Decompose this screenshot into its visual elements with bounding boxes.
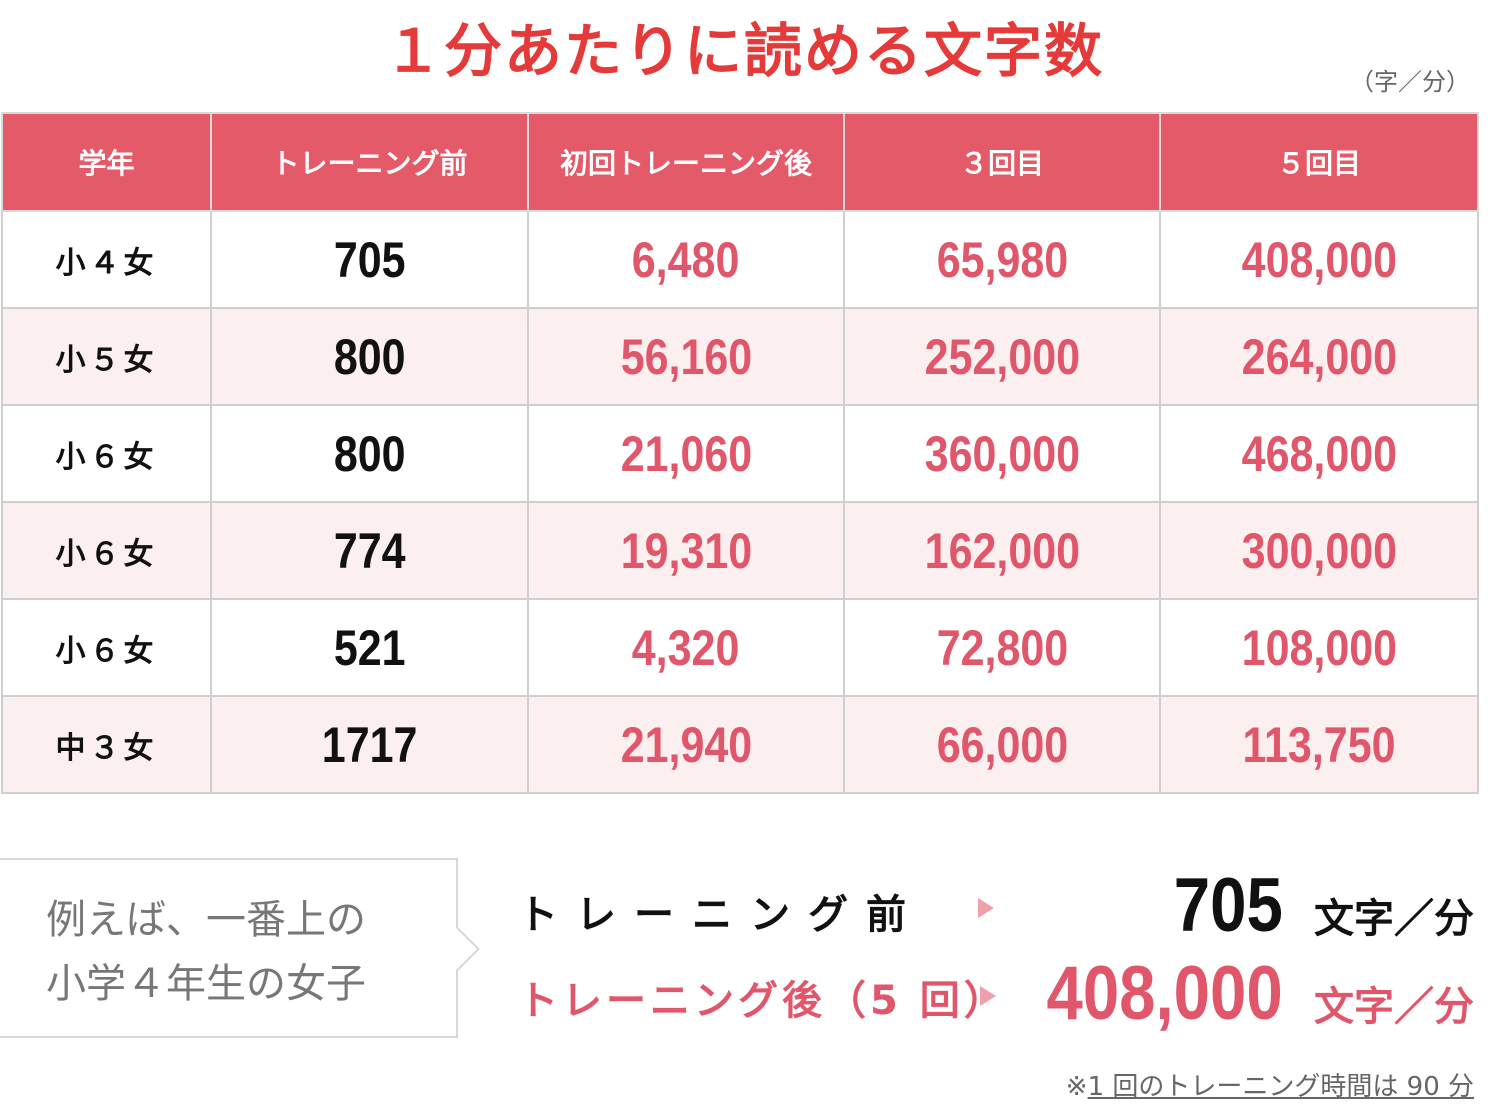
grade-value: 小６女 <box>55 633 158 669</box>
before-value: 800 <box>333 328 406 385</box>
example-callout-box <box>0 858 458 1038</box>
third-value: 72,800 <box>936 619 1068 676</box>
header-third: ３回目 <box>843 112 1161 212</box>
cell-third: 162,000 <box>843 501 1161 600</box>
cell-first: 21,940 <box>527 695 845 794</box>
first-value: 56,160 <box>620 328 752 385</box>
cell-first: 6,480 <box>527 210 845 309</box>
third-value: 162,000 <box>924 522 1080 579</box>
header-fifth: ５回目 <box>1159 112 1479 212</box>
before-value: 705 <box>333 231 406 288</box>
cell-before: 1717 <box>210 695 529 794</box>
grade-value: 小５女 <box>55 342 158 378</box>
first-value: 21,060 <box>620 425 752 482</box>
cell-grade: 小５女 <box>1 307 212 406</box>
first-value: 21,940 <box>620 716 752 773</box>
fifth-value: 108,000 <box>1241 619 1397 676</box>
cell-first: 19,310 <box>527 501 845 600</box>
table-row: 小６女 774 19,310 162,000 300,000 <box>1 501 1479 600</box>
cell-grade: 中３女 <box>1 695 212 794</box>
callout-line-1: 例えば、一番上の <box>46 897 366 943</box>
cell-before: 800 <box>210 307 529 406</box>
after-value-large: 408,000 <box>1046 951 1283 1036</box>
table-header-row: 学年 トレーニング前 初回トレーニング後 ３回目 ５回目 <box>1 112 1479 212</box>
cell-before: 521 <box>210 598 529 697</box>
fifth-value: 264,000 <box>1241 328 1397 385</box>
cell-before: 705 <box>210 210 529 309</box>
grade-value: 小６女 <box>55 439 158 475</box>
cell-third: 66,000 <box>843 695 1161 794</box>
callout-line-2: 小学４年生の女子 <box>46 961 366 1007</box>
footnote: ※1 回のトレーニング時間は 90 分 <box>1066 1066 1474 1103</box>
cell-fifth: 408,000 <box>1159 210 1479 309</box>
grade-value: 小４女 <box>55 245 158 281</box>
fifth-value: 300,000 <box>1241 522 1397 579</box>
before-value: 800 <box>333 425 406 482</box>
third-value: 66,000 <box>936 716 1068 773</box>
page-title: １分あたりに読める文字数 <box>383 17 1104 85</box>
cell-third: 252,000 <box>843 307 1161 406</box>
cell-before: 800 <box>210 404 529 503</box>
first-value: 6,480 <box>632 231 740 288</box>
footnote-mark: ※ <box>1065 1072 1088 1102</box>
first-value: 19,310 <box>620 522 752 579</box>
unit-note: （字／分） <box>1350 68 1470 96</box>
table-row: 小６女 521 4,320 72,800 108,000 <box>1 598 1479 697</box>
third-value: 252,000 <box>924 328 1080 385</box>
cell-third: 72,800 <box>843 598 1161 697</box>
header-first: 初回トレーニング後 <box>527 112 845 212</box>
reading-speed-table: 学年 トレーニング前 初回トレーニング後 ３回目 ５回目 小４女 705 6,4… <box>1 112 1479 794</box>
header-before: トレーニング前 <box>210 112 529 212</box>
callout-pointer-fill <box>456 928 477 970</box>
cell-third: 65,980 <box>843 210 1161 309</box>
before-value: 774 <box>333 522 406 579</box>
header-grade: 学年 <box>1 112 212 212</box>
cell-fifth: 113,750 <box>1159 695 1479 794</box>
fifth-value: 113,750 <box>1242 716 1396 773</box>
callout-text: 例えば、一番上の 小学４年生の女子 <box>46 888 446 1016</box>
cell-fifth: 108,000 <box>1159 598 1479 697</box>
footnote-text: 1 回のトレーニング時間は 90 分 <box>1087 1072 1474 1102</box>
table-row: 小５女 800 56,160 252,000 264,000 <box>1 307 1479 406</box>
after-label: トレーニング後（5 回） <box>518 978 1008 1024</box>
cell-grade: 小６女 <box>1 501 212 600</box>
before-unit: 文字／分 <box>1314 896 1474 942</box>
third-value: 360,000 <box>924 425 1080 482</box>
fifth-value: 468,000 <box>1241 425 1397 482</box>
grade-value: 中３女 <box>55 730 158 766</box>
cell-first: 56,160 <box>527 307 845 406</box>
cell-fifth: 300,000 <box>1159 501 1479 600</box>
cell-first: 21,060 <box>527 404 845 503</box>
before-label: トレーニング前 <box>518 892 924 938</box>
cell-fifth: 264,000 <box>1159 307 1479 406</box>
cell-fifth: 468,000 <box>1159 404 1479 503</box>
cell-grade: 小６女 <box>1 404 212 503</box>
cell-grade: 小４女 <box>1 210 212 309</box>
cell-grade: 小６女 <box>1 598 212 697</box>
third-value: 65,980 <box>936 231 1068 288</box>
cell-before: 774 <box>210 501 529 600</box>
fifth-value: 408,000 <box>1241 231 1397 288</box>
table-row: 小６女 800 21,060 360,000 468,000 <box>1 404 1479 503</box>
before-value-large: 705 <box>1173 863 1283 948</box>
first-value: 4,320 <box>632 619 740 676</box>
arrow-right-icon <box>978 898 994 918</box>
table-row: 中３女 1717 21,940 66,000 113,750 <box>1 695 1479 794</box>
after-unit: 文字／分 <box>1314 984 1474 1030</box>
before-value: 1717 <box>321 716 418 773</box>
arrow-right-icon <box>980 986 996 1006</box>
cell-third: 360,000 <box>843 404 1161 503</box>
table-row: 小４女 705 6,480 65,980 408,000 <box>1 210 1479 309</box>
grade-value: 小６女 <box>55 536 158 572</box>
before-value: 521 <box>333 619 406 676</box>
cell-first: 4,320 <box>527 598 845 697</box>
